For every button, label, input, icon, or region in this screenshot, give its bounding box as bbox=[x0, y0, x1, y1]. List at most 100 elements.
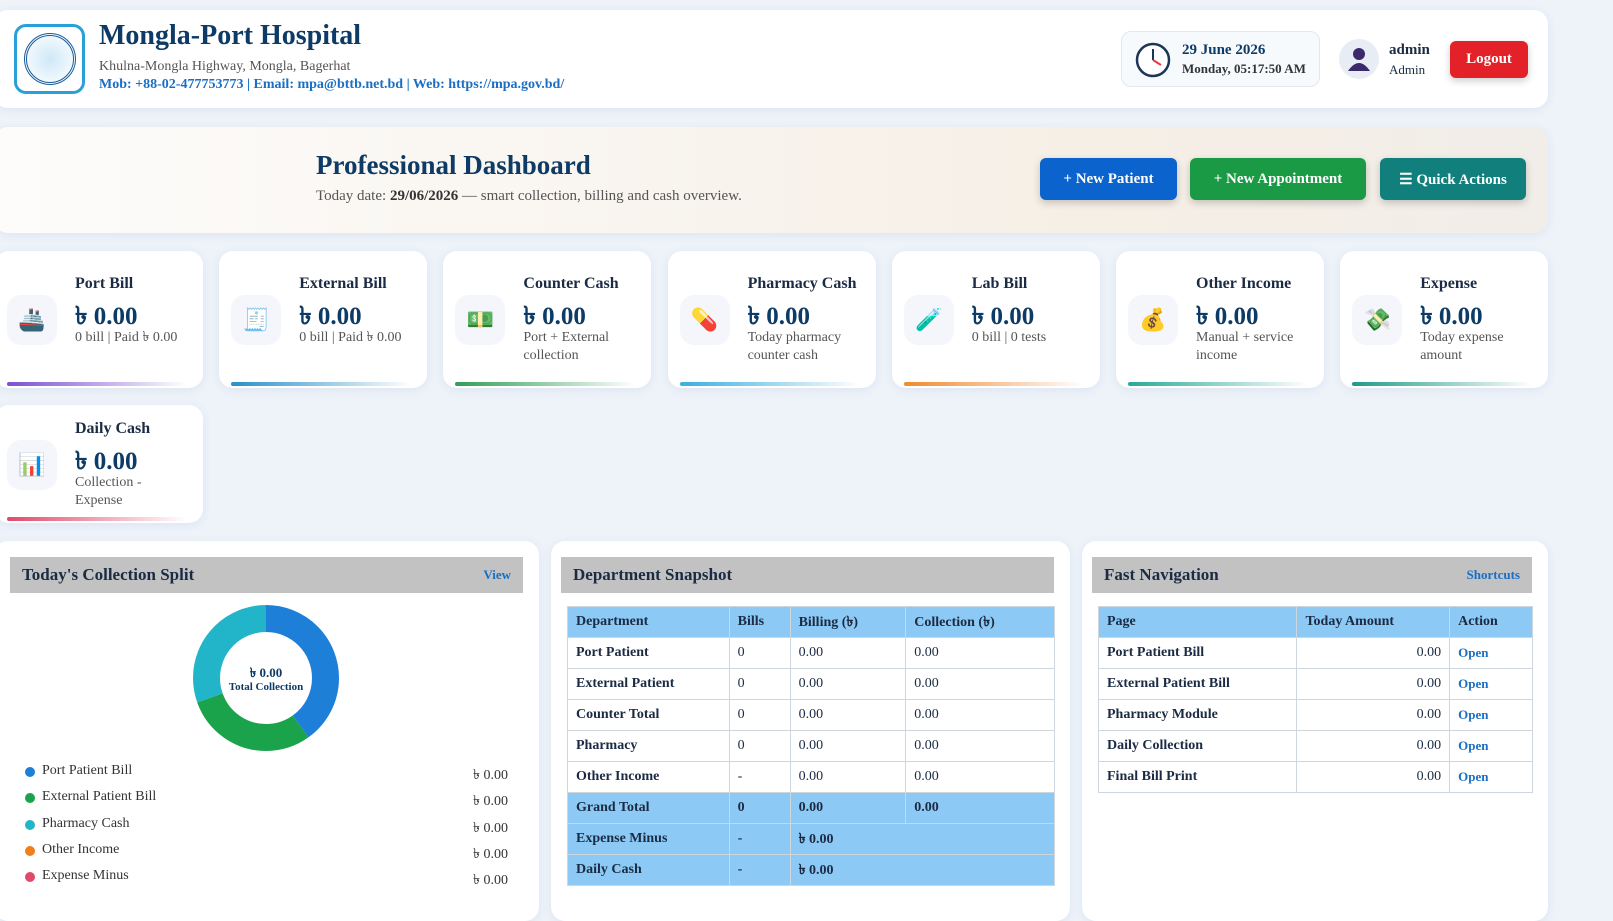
table-row: Port Patient 0 0.00 0.00 bbox=[567, 637, 1055, 669]
logout-button[interactable]: Logout bbox=[1450, 41, 1528, 78]
header-row: Department Bills Billing (৳) Collection (৳) bbox=[567, 606, 1055, 638]
card-accent-bar bbox=[679, 382, 860, 386]
avatar[interactable] bbox=[1339, 39, 1379, 79]
cell: Port Patient Bill bbox=[1097, 637, 1298, 669]
cell: 0.00 bbox=[905, 637, 1055, 669]
navigation-table: Page Today Amount Action Port Patient Bill 0… bbox=[1097, 606, 1533, 793]
legend-amount: ৳ 0.00 bbox=[473, 873, 508, 889]
department-panel: Department Snapshot Department Bills Billi… bbox=[551, 541, 1070, 921]
card-amount: ৳ 0.00 bbox=[299, 303, 362, 330]
cell: 0.00 bbox=[1296, 668, 1451, 700]
legend-name: Other Income bbox=[42, 841, 120, 857]
legend-amount: ৳ 0.00 bbox=[473, 846, 508, 862]
stat-card: Pharmacy Cash ৳ 0.00 Today pharmacy counte… bbox=[667, 251, 876, 388]
card-icon: 💰 bbox=[1128, 295, 1178, 345]
user-name: admin bbox=[1389, 42, 1430, 58]
legend-dot bbox=[25, 845, 35, 856]
card-note: Today pharmacy counter cash bbox=[747, 330, 842, 363]
open-link[interactable]: Open bbox=[1449, 637, 1533, 669]
logo bbox=[14, 24, 85, 94]
legend-dot bbox=[25, 767, 35, 777]
card-note: Today expense amount bbox=[1420, 330, 1504, 363]
card-accent-bar bbox=[1128, 382, 1308, 386]
cell: Daily Cash bbox=[567, 854, 730, 886]
cell: 0.00 bbox=[789, 730, 907, 762]
cell: 0.00 bbox=[789, 668, 907, 700]
legend-dot bbox=[25, 819, 35, 830]
column-header: Page bbox=[1097, 606, 1298, 638]
donut-chart bbox=[193, 605, 339, 751]
cell: External Patient bbox=[567, 668, 730, 700]
stat-card: Daily Cash ৳ 0.00 Collection - Expense 📊 bbox=[0, 405, 203, 523]
legend-name: Port Patient Bill bbox=[42, 763, 133, 778]
column-header: Department bbox=[567, 606, 730, 638]
open-link[interactable]: Open bbox=[1449, 668, 1533, 700]
card-note: Manual + service income bbox=[1196, 330, 1294, 363]
column-header: Bills bbox=[728, 606, 791, 638]
stat-card: Counter Cash ৳ 0.00 Port + External collec… bbox=[443, 251, 652, 388]
cell: Other Income bbox=[567, 761, 730, 793]
legend-name: Pharmacy Cash bbox=[42, 815, 130, 831]
table-row: Expense Minus - ৳ 0.00 bbox=[567, 823, 1056, 855]
cell: 0.00 bbox=[905, 792, 1055, 824]
stat-card: Port Bill ৳ 0.00 0 bill | Paid ৳ 0.00 🚢 bbox=[0, 251, 203, 388]
cell: - bbox=[728, 761, 791, 793]
cell: 0 bbox=[728, 730, 791, 762]
card-amount: ৳ 0.00 bbox=[1420, 303, 1483, 330]
card-icon: 🚢 bbox=[7, 295, 57, 345]
open-link[interactable]: Open bbox=[1449, 761, 1533, 793]
card-note: 0 bill | Paid ৳ 0.00 bbox=[75, 330, 178, 345]
cell: 0 bbox=[728, 792, 791, 824]
card-icon: 📊 bbox=[7, 440, 57, 490]
subtitle-date: 29/06/2026 bbox=[389, 188, 459, 204]
page: Mongla-Port Hospital Khulna-Mongla Highw… bbox=[0, 10, 1549, 921]
table-row: Pharmacy Module 0.00 Open bbox=[1097, 699, 1533, 731]
card-icon: 💸 bbox=[1352, 295, 1403, 345]
legend-name: Expense Minus bbox=[42, 868, 129, 884]
time: Monday, 05:17:50 AM bbox=[1182, 61, 1306, 76]
open-link[interactable]: Open bbox=[1449, 699, 1533, 731]
column-header: Billing (৳) bbox=[789, 606, 907, 638]
cell: 0.00 bbox=[789, 637, 907, 669]
cell: Final Bill Print bbox=[1097, 761, 1298, 793]
center-label: Total Collection bbox=[228, 681, 304, 693]
column-header: Action bbox=[1449, 606, 1533, 638]
hospital-title: Mongla-Port Hospital bbox=[99, 20, 362, 51]
card-amount: ৳ 0.00 bbox=[747, 303, 811, 330]
navigation-panel: Fast Navigation Shortcuts Page Today Amoun… bbox=[1082, 541, 1548, 921]
card-accent-bar bbox=[455, 382, 636, 386]
legend-name: External Patient Bill bbox=[42, 789, 157, 805]
card-amount: ৳ 0.00 bbox=[75, 303, 138, 330]
datetime-box: 29 June 2026 Monday, 05:17:50 AM bbox=[1121, 31, 1320, 87]
open-link[interactable]: Open bbox=[1449, 730, 1533, 762]
card-icon: 💵 bbox=[455, 295, 506, 345]
card-amount: ৳ 0.00 bbox=[75, 448, 138, 475]
stat-card: Lab Bill ৳ 0.00 0 bill | 0 tests 🧪 bbox=[891, 251, 1100, 388]
table-row: Final Bill Print 0.00 Open bbox=[1097, 761, 1533, 793]
action-button[interactable]: ☰ Quick Actions bbox=[1380, 158, 1526, 200]
cell: - bbox=[728, 854, 791, 886]
department-table: Department Bills Billing (৳) Collection (৳)… bbox=[567, 606, 1056, 886]
card-accent-bar bbox=[7, 382, 187, 386]
cell: Counter Total bbox=[567, 699, 730, 731]
card-icon: 🧾 bbox=[231, 295, 282, 345]
cell: Port Patient bbox=[567, 637, 730, 669]
address: Khulna-Mongla Highway, Mongla, Bagerhat bbox=[99, 59, 351, 74]
legend-dot bbox=[25, 793, 35, 804]
table-row: External Patient Bill 0.00 Open bbox=[1097, 668, 1533, 700]
cell: ৳ 0.00 bbox=[789, 823, 1056, 855]
action-button[interactable]: + New Appointment bbox=[1190, 158, 1366, 200]
cell: Pharmacy bbox=[567, 730, 730, 762]
column-header: Collection (৳) bbox=[905, 606, 1055, 638]
legend-amount: ৳ 0.00 bbox=[473, 794, 508, 810]
card-note: 0 bill | 0 tests bbox=[971, 330, 1047, 345]
cell: 0.00 bbox=[789, 761, 907, 793]
view-link[interactable]: View bbox=[483, 567, 511, 582]
shortcuts-link[interactable]: Shortcuts bbox=[1466, 567, 1520, 582]
card-note: Port + External collection bbox=[523, 330, 610, 363]
cell: 0.00 bbox=[905, 668, 1055, 700]
cell: Grand Total bbox=[567, 792, 730, 824]
action-button[interactable]: + New Patient bbox=[1040, 158, 1177, 200]
card-title: Port Bill bbox=[75, 275, 134, 292]
subtitle-prefix: Today date: bbox=[316, 188, 387, 204]
